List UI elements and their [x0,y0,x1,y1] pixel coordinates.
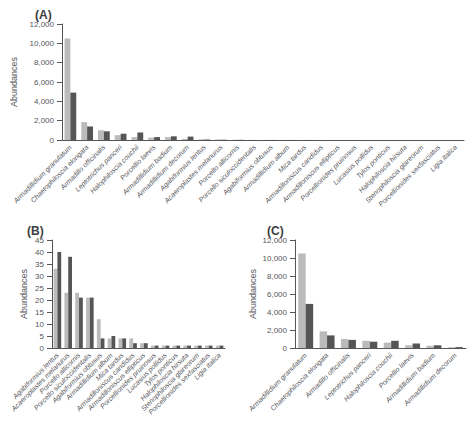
svg-text:Agabiformius obtusus: Agabiformius obtusus [50,351,104,404]
svg-text:8,000: 8,000 [267,272,288,281]
svg-text:8,000: 8,000 [34,58,55,67]
svg-text:Armadilloniscus candidus: Armadilloniscus candidus [74,351,136,413]
svg-text:Porcellionides pruinosus: Porcellionides pruinosus [299,143,358,202]
svg-text:Porcello siculoccidentalis: Porcello siculoccidentalis [197,143,258,204]
svg-text:Halophiloscia hirsuta: Halophiloscia hirsuta [139,351,190,403]
svg-text:Leptotrichus panceri: Leptotrichus panceri [322,351,373,401]
svg-text:Acaeroplastes melanurus: Acaeroplastes melanurus [162,143,224,205]
svg-text:12,000: 12,000 [262,235,287,245]
svg-text:Armadillidium granulatum: Armadillidium granulatum [247,351,309,413]
svg-text:Tylos ponticus: Tylos ponticus [142,351,179,388]
svg-text:Leptotrichus panceri: Leptotrichus panceri [73,143,124,193]
svg-text:5: 5 [40,332,45,341]
svg-text:30: 30 [35,272,44,281]
svg-text:6,000: 6,000 [267,290,288,299]
svg-text:2,000: 2,000 [34,116,55,125]
svg-text:Armadilloniscus ellipticus: Armadilloniscus ellipticus [86,351,147,412]
svg-text:Porcellio laevis: Porcellio laevis [377,351,415,389]
svg-text:Armadillo officinalis: Armadillo officinalis [303,351,351,399]
svg-text:Armadillidium badium: Armadillidium badium [384,351,437,404]
svg-text:Porcellio laevis: Porcellio laevis [118,143,157,182]
svg-text:Tylos ponticus: Tylos ponticus [354,143,392,180]
svg-text:Abundances: Abundances [9,56,19,107]
svg-text:12,000: 12,000 [29,19,54,29]
svg-text:0: 0 [283,344,288,353]
svg-text:Armadillidium decorum: Armadillidium decorum [134,143,191,199]
svg-text:Lucasius pollidus: Lucasius pollidus [125,351,168,395]
svg-text:Abundances: Abundances [19,268,29,319]
svg-text:Armadillidium granulatum: Armadillidium granulatum [11,143,73,205]
svg-text:6,000: 6,000 [34,78,55,87]
svg-text:Stenophiloscia glareorum: Stenophiloscia glareorum [364,143,426,205]
svg-text:Armadilloniscus ellipticus: Armadilloniscus ellipticus [280,143,342,205]
svg-text:Agabiformius lentus: Agabiformius lentus [158,143,207,192]
svg-text:0: 0 [50,136,55,145]
svg-text:Armadillidium album: Armadillidium album [64,351,114,401]
svg-text:(C): (C) [267,224,284,238]
svg-text:0: 0 [40,344,45,353]
svg-text:Mica tardus: Mica tardus [94,351,125,382]
svg-text:Armadilloniscus candidus: Armadilloniscus candidus [263,143,325,205]
svg-text:Armadillidium album: Armadillidium album [241,143,291,193]
svg-text:Chaetophiloscia elongata: Chaetophiloscia elongata [269,351,330,412]
svg-text:10,000: 10,000 [263,254,288,263]
svg-text:Armadillidium badium: Armadillidium badium [121,143,174,196]
svg-text:Acaeroplastes melanurus: Acaeroplastes melanurus [10,351,71,413]
svg-text:35: 35 [35,260,44,269]
svg-text:45: 45 [35,235,44,245]
svg-text:Porcello allicornis: Porcello allicornis [197,143,241,187]
svg-text:20: 20 [35,296,44,305]
svg-text:Ligia italica: Ligia italica [429,143,459,173]
svg-text:Porcellionides pruinosus: Porcellionides pruinosus [98,351,158,410]
svg-text:Abundances: Abundances [248,268,258,319]
svg-text:Halophiloscia couchii: Halophiloscia couchii [88,143,140,195]
svg-text:Mica tardus: Mica tardus [276,143,308,174]
svg-text:(A): (A) [35,8,52,22]
svg-text:40: 40 [35,248,44,257]
svg-text:Stenophiloscia glareorum: Stenophiloscia glareorum [140,351,202,413]
svg-text:Porcellionides sexfasciatus: Porcellionides sexfasciatus [147,351,212,416]
svg-text:Halophiloscia couchii: Halophiloscia couchii [342,351,394,403]
svg-text:4,000: 4,000 [34,97,55,106]
svg-text:10: 10 [35,320,44,329]
svg-text:Halophiloscia hirsuta: Halophiloscia hirsuta [357,143,408,195]
svg-text:4,000: 4,000 [267,308,288,317]
svg-text:Porcello allicornis: Porcello allicornis [38,351,82,395]
svg-text:Lucasius pollidus: Lucasius pollidus [331,143,375,187]
svg-text:25: 25 [35,284,44,293]
svg-text:2,000: 2,000 [267,326,288,335]
svg-text:Armadillidium decorum: Armadillidium decorum [402,351,458,407]
svg-text:Chaetophiloscia elongata: Chaetophiloscia elongata [29,143,90,204]
svg-text:10,000: 10,000 [30,39,55,48]
svg-text:Porcellionides sexfasciatus: Porcellionides sexfasciatus [377,143,442,208]
svg-text:Agabiformius lentus: Agabiformius lentus [11,351,60,400]
svg-text:Agabiformius obtusus: Agabiformius obtusus [221,143,274,196]
svg-text:Ligia italica: Ligia italica [193,351,223,381]
svg-text:Armadillo officinalis: Armadillo officinalis [59,143,107,191]
svg-text:15: 15 [35,308,44,317]
svg-text:(B): (B) [27,224,44,238]
svg-text:Porcello siculoccidentalis: Porcello siculoccidentalis [32,351,93,412]
